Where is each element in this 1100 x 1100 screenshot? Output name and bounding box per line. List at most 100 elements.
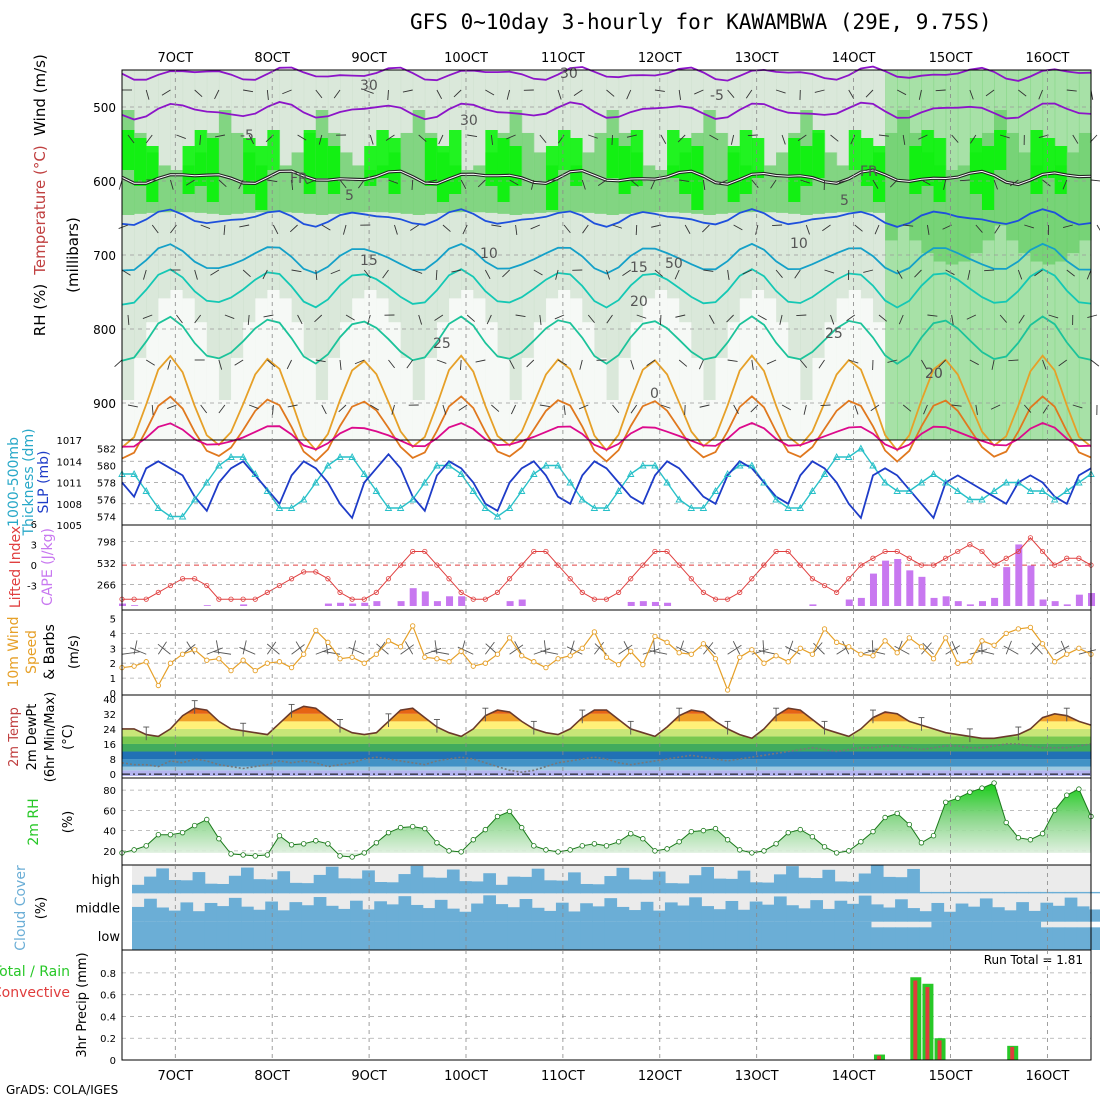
lifted-index-point	[870, 555, 876, 561]
lifted-index-point	[809, 576, 816, 582]
wind-speed-point	[688, 651, 694, 657]
upper-wind-barb	[636, 314, 647, 319]
lifted-index-point	[349, 596, 355, 602]
upper-wind-barb	[702, 179, 706, 190]
cloud-cell	[701, 921, 714, 950]
cloud-cell	[350, 878, 363, 894]
contour-label: -5	[710, 88, 724, 104]
lifted-index-point	[797, 562, 803, 568]
cloud-cell	[943, 911, 957, 922]
rh-band-mid	[231, 132, 244, 214]
cloud-cell	[640, 879, 654, 894]
lifted-index-point	[749, 576, 755, 582]
thickness-point	[190, 495, 199, 503]
rh-dry-dome	[303, 357, 317, 440]
cape-bar	[397, 601, 405, 606]
rh-point	[361, 850, 367, 856]
upper-wind-barb	[646, 359, 656, 366]
cloud-cell	[846, 903, 860, 922]
upper-wind-barb	[114, 359, 123, 368]
temp-contour-minus5	[121, 101, 1092, 121]
upper-wind-barb	[969, 89, 974, 100]
cape-bar	[942, 596, 950, 606]
upper-wind-barb	[990, 404, 1001, 410]
upper-wind-barb	[436, 359, 447, 364]
upper-wind-barb	[635, 224, 638, 236]
upper-wind-barb	[1023, 404, 1032, 413]
upper-wind-barb	[1048, 314, 1059, 319]
upper-wind-barb	[898, 314, 904, 325]
wind-speed-point	[410, 623, 416, 629]
lifted-index-point	[579, 589, 585, 595]
cloud-cell	[677, 883, 690, 894]
rh-point	[712, 825, 719, 832]
lifted-index-point	[216, 596, 222, 602]
wind-speed-point	[397, 644, 404, 650]
rh-band-mid	[340, 152, 353, 213]
date-tick-bottom: 8OCT	[254, 1069, 290, 1084]
cloud-cell	[1064, 927, 1078, 950]
upper-wind-barb	[238, 179, 244, 190]
rh-dry-dome	[824, 322, 838, 440]
rh-band-bright	[727, 146, 741, 202]
wind-speed-point	[640, 662, 646, 668]
cloud-cell	[664, 902, 678, 922]
upper-wind-barb	[654, 269, 663, 277]
upper-wind-barb	[453, 89, 462, 98]
temp-contour-15	[121, 268, 1092, 309]
upper-wind-barb	[291, 179, 294, 190]
rh-point	[143, 843, 149, 849]
lifted-index-point	[930, 562, 937, 568]
upper-wind-barb	[848, 89, 855, 99]
upper-wind-barb	[563, 404, 566, 415]
thickness-point	[275, 504, 284, 511]
rh-point	[809, 834, 816, 840]
rh-point	[785, 829, 791, 836]
cloud-cell	[289, 882, 303, 894]
wind-speed-point	[373, 651, 380, 657]
temp-tick-label: 32	[103, 710, 116, 721]
cape-bar	[966, 604, 974, 606]
rh-point	[434, 840, 440, 846]
rh-band-bright	[194, 130, 208, 186]
upper-wind-barb	[418, 314, 423, 325]
upper-wind-barb	[451, 269, 462, 273]
rh-point	[349, 854, 355, 860]
rh-point	[325, 841, 331, 847]
wind-barb	[569, 640, 575, 655]
lifted-index-point	[688, 576, 694, 582]
rh-band-bright	[691, 146, 704, 210]
cloud-cell	[846, 921, 860, 950]
thickness-point	[469, 487, 478, 494]
label-speed: Speed	[24, 630, 40, 674]
upper-wind-barb	[612, 404, 620, 414]
page-title: GFS 0~10day 3-hourly for KAWAMBWA (29E, …	[410, 10, 992, 34]
lifted-index-point	[155, 589, 161, 595]
upper-wind-barb	[945, 269, 955, 276]
rh-band-bright	[570, 138, 583, 186]
cloud-cell	[156, 921, 169, 950]
upper-wind-barb	[674, 269, 680, 280]
cape-bar	[349, 603, 357, 606]
upper-wind-barb	[333, 89, 341, 99]
date-tick-bottom: 10OCT	[444, 1069, 488, 1084]
upper-wind-barb	[781, 404, 792, 411]
wind-speed-point	[434, 656, 440, 662]
cloud-cell	[301, 883, 315, 894]
wind-speed-point	[567, 653, 573, 659]
cloud-cell	[386, 904, 400, 922]
upper-wind-barb	[143, 269, 147, 280]
rh-point	[531, 843, 537, 849]
upper-wind-barb	[1090, 359, 1100, 367]
cloud-cell	[325, 866, 339, 894]
contour-label: 5	[840, 193, 849, 209]
upper-wind-barb	[824, 269, 835, 274]
cloud-cell	[241, 906, 254, 922]
cloud-cell	[592, 906, 605, 922]
rh-point	[615, 839, 622, 845]
thickness-point	[1075, 478, 1083, 486]
cloud-cell	[786, 921, 799, 950]
cloud-cell	[519, 899, 533, 922]
upper-wind-barb	[387, 89, 389, 101]
